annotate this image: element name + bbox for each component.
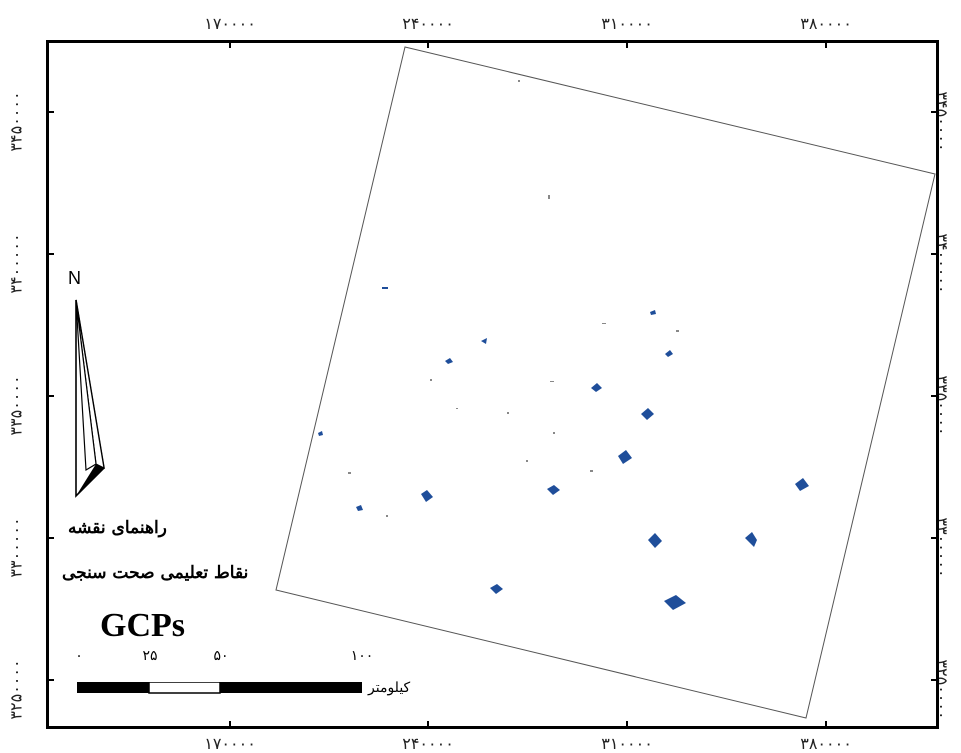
speck-layer (348, 80, 679, 517)
frame-tick (931, 679, 939, 681)
frame-tick (626, 721, 628, 729)
legend-title: راهنمای نقشه (68, 518, 167, 538)
speck (526, 460, 528, 462)
gcp-point (591, 383, 602, 392)
speck (518, 80, 520, 82)
gcp-point (382, 287, 388, 289)
scene-footprint (275, 46, 936, 719)
scalebar-label-0: ۰ (75, 648, 83, 664)
gcp-point (490, 584, 503, 594)
x-tick-bottom-1: ۱۷۰۰۰۰ (204, 734, 256, 753)
speck (548, 195, 550, 199)
speck (676, 330, 679, 332)
gcp-point (356, 505, 363, 511)
scalebar-unit: کیلومتر (368, 680, 411, 696)
x-tick-bottom-2: ۲۴۰۰۰۰ (402, 734, 454, 753)
x-tick-top-2: ۲۴۰۰۰۰ (402, 14, 454, 33)
frame-tick (931, 253, 939, 255)
frame-tick (46, 253, 54, 255)
gcp-layer (318, 287, 809, 610)
speck (386, 515, 388, 517)
gcp-point (665, 350, 673, 357)
gcp-point (650, 310, 656, 315)
gcp-point (664, 595, 686, 610)
north-arrow-icon (75, 299, 105, 498)
speck (430, 379, 432, 381)
speck (550, 381, 554, 382)
speck (348, 472, 351, 474)
north-label: N (68, 268, 81, 288)
gcp-point (445, 358, 453, 364)
gcp-point (648, 533, 662, 548)
gcp-point (745, 532, 757, 547)
scalebar (77, 682, 362, 694)
frame-tick (931, 395, 939, 397)
gcp-point (618, 450, 632, 464)
speck (590, 470, 593, 472)
speck (507, 412, 509, 414)
gcp-point (318, 431, 323, 436)
frame-tick (626, 40, 628, 48)
frame-tick (46, 537, 54, 539)
scalebar-label-50: ۵۰ (213, 648, 229, 664)
frame-tick (229, 721, 231, 729)
frame-tick (931, 111, 939, 113)
x-tick-top-3: ۳۱۰۰۰۰ (601, 14, 653, 33)
frame-tick (46, 679, 54, 681)
speck (553, 432, 555, 434)
speck (602, 323, 606, 324)
legend-item-label: نقاط تعلیمی صحت سنجی (62, 563, 249, 583)
x-tick-top-4: ۳۸۰۰۰۰ (800, 14, 852, 33)
frame-tick (427, 721, 429, 729)
frame-tick (825, 721, 827, 729)
x-tick-bottom-3: ۳۱۰۰۰۰ (601, 734, 653, 753)
x-tick-bottom-4: ۳۸۰۰۰۰ (800, 734, 852, 753)
frame-tick (931, 537, 939, 539)
x-tick-top-1: ۱۷۰۰۰۰ (204, 14, 256, 33)
frame-tick (229, 40, 231, 48)
map-frame (46, 40, 939, 729)
gcp-point (547, 485, 560, 495)
scalebar-label-100: ۱۰۰ (350, 648, 374, 664)
speck (456, 408, 458, 409)
frame-tick (427, 40, 429, 48)
frame-tick (46, 395, 54, 397)
gcp-point (421, 490, 433, 502)
gcp-point (481, 338, 487, 344)
frame-tick (46, 111, 54, 113)
gcp-point (795, 478, 809, 491)
frame-tick (825, 40, 827, 48)
gcp-point (641, 408, 654, 420)
scalebar-label-25: ۲۵ (142, 648, 158, 664)
gcps-label: GCPs (100, 607, 185, 644)
